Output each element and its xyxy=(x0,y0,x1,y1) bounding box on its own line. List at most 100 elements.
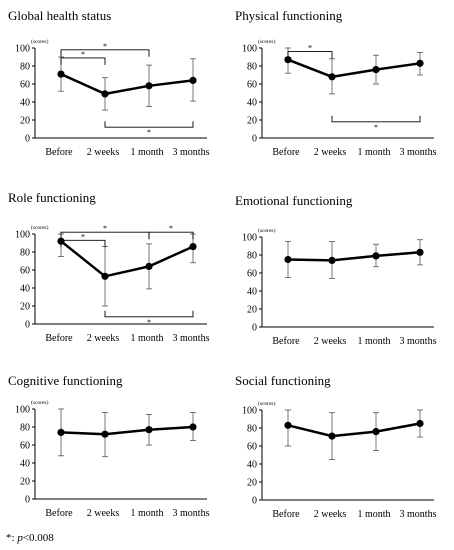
y-tick-label: 0 xyxy=(252,134,257,145)
significance-star: * xyxy=(147,128,151,137)
chart-title: Emotional functioning xyxy=(235,193,353,208)
x-tick-label: Before xyxy=(272,147,300,158)
y-tick-label: 60 xyxy=(20,441,30,452)
y-tick-label: 100 xyxy=(15,230,30,241)
data-point xyxy=(101,272,109,280)
y-tick-label: 40 xyxy=(247,287,257,298)
x-tick-label: 2 weeks xyxy=(87,508,120,519)
y-tick-label: 60 xyxy=(20,80,30,91)
x-tick-label: 1 month xyxy=(130,147,163,158)
data-point xyxy=(328,256,336,264)
chart-panel-6: Social functioning (scores) 0 20 40 60 80 100 Be… xyxy=(235,373,437,520)
y-tick-label: 100 xyxy=(15,44,30,55)
chart-title: Role functioning xyxy=(8,190,96,205)
significance-bracket xyxy=(60,239,106,248)
x-tick-label: 1 month xyxy=(357,336,390,347)
significance-bracket xyxy=(331,115,421,123)
y-tick-label: 0 xyxy=(252,496,257,507)
x-tick-label: 2 weeks xyxy=(314,509,347,520)
chart-title: Cognitive functioning xyxy=(8,373,123,388)
series-line xyxy=(60,240,194,278)
data-point xyxy=(145,82,153,90)
chart-panel-1: Global health status (scores) 0 20 40 60 80 100… xyxy=(8,8,210,158)
y-tick-label: 80 xyxy=(247,424,257,435)
chart-panel-5: Cognitive functioning (scores) 0 20 40 60 80 10… xyxy=(8,373,210,519)
y-tick-label: 100 xyxy=(242,406,257,417)
x-tick-label: 3 months xyxy=(173,508,210,519)
y-axis-label: (scores) xyxy=(258,227,276,234)
x-tick-label: 1 month xyxy=(357,509,390,520)
significance-bracket xyxy=(104,310,194,318)
y-axis-label: (scores) xyxy=(31,38,49,45)
y-tick-label: 100 xyxy=(242,44,257,55)
x-tick-label: 3 months xyxy=(400,147,437,158)
significance-bracket xyxy=(60,231,150,240)
series-line xyxy=(60,72,194,96)
y-tick-label: 100 xyxy=(15,405,30,416)
y-tick-label: 80 xyxy=(247,62,257,73)
y-tick-label: 80 xyxy=(20,248,30,259)
y-tick-label: 60 xyxy=(247,269,257,280)
x-tick-label: 2 weeks xyxy=(314,336,347,347)
y-tick-label: 20 xyxy=(20,116,30,127)
y-tick-label: 0 xyxy=(252,323,257,334)
chart-panel-3: Role functioning (scores) 0 20 40 60 80 100 Befo… xyxy=(8,190,210,344)
y-tick-label: 60 xyxy=(20,266,30,277)
data-point xyxy=(284,421,292,429)
y-tick-label: 20 xyxy=(247,478,257,489)
footnote-threshold: <0.008 xyxy=(22,532,54,544)
significance-bracket xyxy=(287,51,333,59)
chart-title: Physical functioning xyxy=(235,8,343,23)
y-tick-label: 80 xyxy=(20,423,30,434)
significance-star: * xyxy=(103,224,107,233)
chart-title: Global health status xyxy=(8,8,111,23)
significance-star: * xyxy=(81,232,85,241)
footnote-p: p xyxy=(17,532,23,544)
y-axis-label: (scores) xyxy=(31,399,49,406)
x-tick-label: 3 months xyxy=(173,147,210,158)
x-tick-label: Before xyxy=(45,508,73,519)
y-tick-label: 20 xyxy=(20,477,30,488)
x-tick-label: Before xyxy=(272,509,300,520)
significance-bracket xyxy=(60,57,106,65)
y-tick-label: 0 xyxy=(25,320,30,331)
series-line xyxy=(287,58,421,79)
y-tick-label: 80 xyxy=(247,251,257,262)
significance-star: * xyxy=(374,123,378,132)
x-tick-label: Before xyxy=(272,336,300,347)
data-point xyxy=(328,73,336,81)
data-point xyxy=(145,426,153,434)
y-tick-label: 0 xyxy=(25,134,30,145)
significance-star: * xyxy=(308,44,312,53)
data-point xyxy=(145,262,153,270)
significance-star: * xyxy=(103,42,107,51)
data-point xyxy=(416,248,424,256)
y-tick-label: 20 xyxy=(247,116,257,127)
data-point xyxy=(101,90,109,98)
x-tick-label: 1 month xyxy=(130,508,163,519)
data-point xyxy=(57,428,65,436)
y-tick-label: 20 xyxy=(20,302,30,313)
y-tick-label: 60 xyxy=(247,442,257,453)
footnote-star: *: xyxy=(6,532,18,544)
data-point xyxy=(416,419,424,428)
data-point xyxy=(284,255,292,264)
x-tick-label: 3 months xyxy=(173,333,210,344)
y-axis-label: (scores) xyxy=(31,224,49,231)
data-point xyxy=(189,76,197,84)
y-axis-label: (scores) xyxy=(258,400,276,407)
y-tick-label: 40 xyxy=(247,98,257,109)
significance-star: * xyxy=(169,224,173,233)
significance-bracket xyxy=(60,49,150,57)
data-point xyxy=(284,56,292,64)
y-tick-label: 40 xyxy=(247,460,257,471)
x-tick-label: 3 months xyxy=(400,509,437,520)
y-tick-label: 80 xyxy=(20,62,30,73)
x-tick-label: Before xyxy=(45,333,73,344)
x-tick-label: 2 weeks xyxy=(87,333,120,344)
y-tick-label: 20 xyxy=(247,305,257,316)
data-point xyxy=(416,59,424,67)
chart-panel-4: Emotional functioning (scores) 0 20 40 60 80 10… xyxy=(235,193,437,347)
significance-footnote: *: p<0.008 xyxy=(6,532,54,544)
